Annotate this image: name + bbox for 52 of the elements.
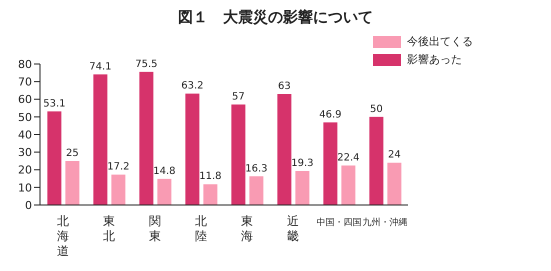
data-label: 53.1 <box>43 98 66 110</box>
y-tick-label: 30 <box>18 146 32 160</box>
bar <box>323 122 338 205</box>
y-tick-label: 50 <box>18 110 32 124</box>
legend-label: 今後出てくる <box>407 34 473 49</box>
bar <box>93 74 108 205</box>
bar <box>185 94 200 205</box>
x-tick-label: 近畿 <box>287 214 299 243</box>
bar <box>203 184 218 205</box>
x-tick-label: 東北 <box>103 214 115 243</box>
x-tick-label: 北陸 <box>195 214 207 243</box>
bar <box>139 72 154 205</box>
x-tick-label: 関東 <box>149 214 161 243</box>
y-tick-label: 70 <box>18 76 32 89</box>
data-label: 63.2 <box>181 80 204 92</box>
data-label: 63 <box>278 80 291 92</box>
y-tick-label: 10 <box>18 181 32 194</box>
data-label: 25 <box>66 148 79 159</box>
x-tick-label: 中国・四国 <box>316 217 362 228</box>
bar <box>295 170 310 205</box>
data-label: 57 <box>232 92 245 103</box>
data-label: 14.8 <box>153 166 176 177</box>
data-label: 19.3 <box>291 158 314 169</box>
bar <box>249 176 264 205</box>
y-tick-label: 60 <box>18 93 32 106</box>
data-label: 50 <box>370 104 383 115</box>
y-tick-label: 40 <box>18 128 32 142</box>
data-label: 74.1 <box>89 61 112 72</box>
bar <box>47 111 62 205</box>
data-label: 17.2 <box>107 162 130 173</box>
bar <box>231 104 246 205</box>
data-label: 16.3 <box>245 163 268 174</box>
bar <box>387 162 402 205</box>
bar <box>277 94 292 205</box>
data-label: 11.8 <box>199 171 222 182</box>
bar <box>111 174 126 205</box>
legend-label: 影響あった <box>407 52 462 67</box>
data-label: 22.4 <box>337 152 360 164</box>
bar <box>369 116 384 205</box>
bar <box>157 178 172 205</box>
x-tick-label: 北海道 <box>57 214 69 258</box>
data-label: 75.5 <box>135 58 158 70</box>
chart-title: 図１ 大震災の影響について <box>177 8 374 28</box>
y-tick-label: 80 <box>18 58 32 71</box>
y-tick-label: 20 <box>18 164 32 177</box>
x-tick-label: 東海 <box>241 214 253 243</box>
bar <box>341 166 356 205</box>
data-label: 46.9 <box>319 109 342 120</box>
x-tick-label: 九州・沖縄 <box>362 217 408 228</box>
bar <box>65 160 80 205</box>
y-tick-label: 0 <box>25 198 32 212</box>
data-label: 24 <box>388 150 401 161</box>
